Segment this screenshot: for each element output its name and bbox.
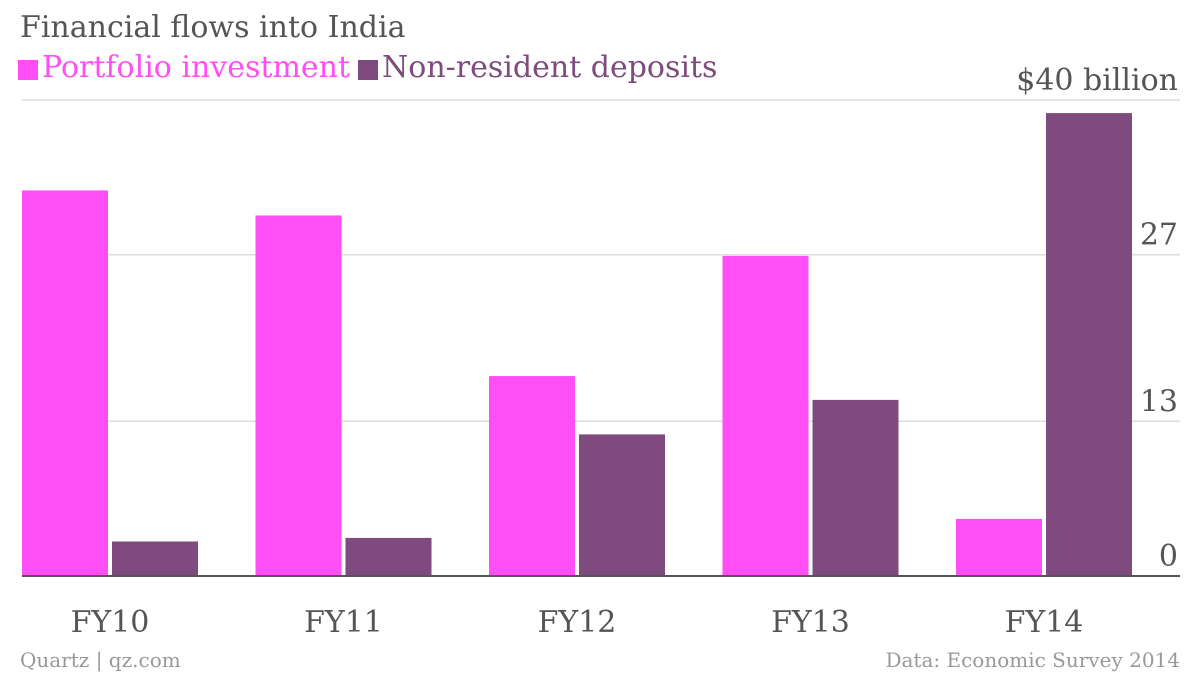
x-tick-label: FY10: [71, 605, 150, 640]
x-tick-label: FY11: [304, 605, 383, 640]
bar-portfolio: [956, 518, 1042, 576]
bar-deposits: [112, 541, 198, 576]
x-tick-label: FY14: [1005, 605, 1084, 640]
y-tick-label: 27: [1140, 218, 1178, 253]
bar-deposits: [1046, 113, 1132, 576]
bar-portfolio: [22, 190, 108, 576]
footer-source: Data: Economic Survey 2014: [885, 648, 1180, 672]
legend-swatch-deposits: [358, 59, 379, 80]
legend: Portfolio investment Non-resident deposi…: [18, 50, 717, 85]
y-tick-label: 0: [1159, 539, 1178, 574]
bar-portfolio: [255, 215, 342, 576]
bar-portfolio: [489, 376, 575, 576]
legend-item-deposits: Non-resident deposits: [358, 50, 717, 85]
x-tick-label: FY13: [771, 605, 850, 640]
bar-deposits: [345, 537, 432, 576]
x-tick-label: FY12: [538, 605, 617, 640]
legend-label-deposits: Non-resident deposits: [382, 50, 718, 85]
legend-item-portfolio: Portfolio investment: [18, 50, 350, 85]
bar-deposits: [812, 399, 899, 576]
bar-deposits: [579, 434, 665, 576]
legend-label-portfolio: Portfolio investment: [42, 50, 351, 85]
bar-portfolio: [722, 255, 809, 576]
chart-title: Financial flows into India: [20, 10, 406, 45]
footer-credit: Quartz | qz.com: [20, 648, 181, 672]
legend-swatch-portfolio: [18, 59, 38, 80]
y-tick-label: $40 billion: [1016, 63, 1178, 98]
y-tick-label: 13: [1140, 384, 1178, 419]
